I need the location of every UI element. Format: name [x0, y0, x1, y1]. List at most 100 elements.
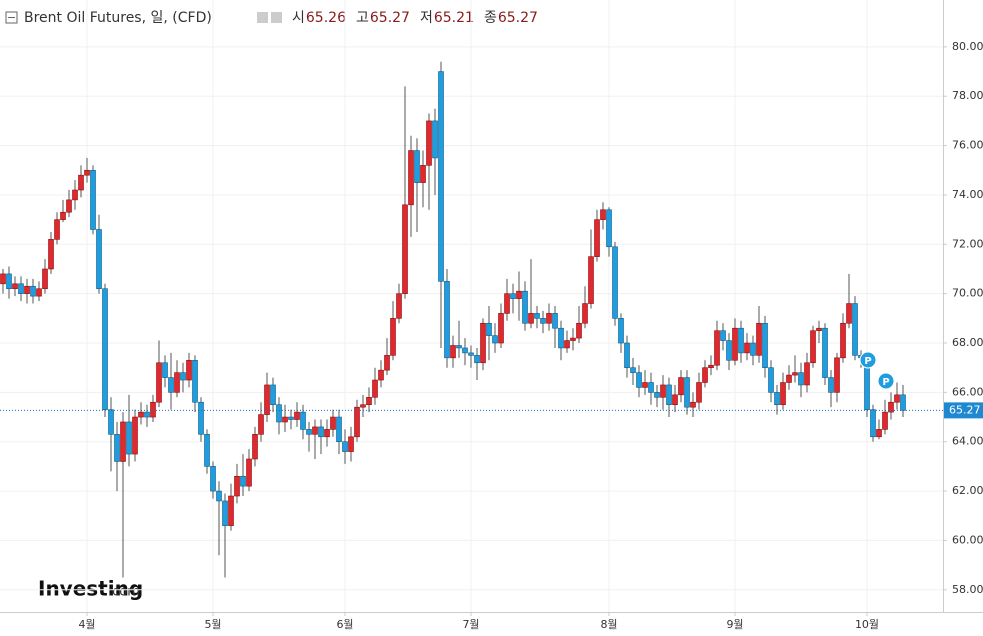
- candle-body: [420, 165, 426, 183]
- candle-body: [396, 293, 402, 319]
- candle-body: [474, 355, 480, 364]
- y-tick-label: 74.00: [952, 188, 983, 201]
- candle-body: [750, 342, 756, 356]
- y-tick-label: 66.00: [952, 385, 983, 398]
- chart-title: Brent Oil Futures, 일, (CFD): [24, 10, 212, 26]
- candle-body: [114, 434, 120, 462]
- candle-body: [762, 322, 768, 368]
- y-tick-label: 64.00: [952, 435, 983, 448]
- candle-body: [444, 281, 450, 359]
- x-tick-label: 6월: [336, 618, 353, 631]
- y-tick-label: 78.00: [952, 89, 983, 102]
- candle-body: [624, 342, 630, 368]
- candle-body: [720, 330, 726, 341]
- last-price-box: [944, 402, 983, 419]
- candle-body: [210, 466, 216, 492]
- y-tick-label: 72.00: [952, 237, 983, 250]
- candle-body: [180, 372, 186, 381]
- candle-body: [222, 500, 228, 526]
- candle-body: [768, 367, 774, 393]
- annotation-label: P: [882, 377, 889, 388]
- candle-body: [642, 382, 648, 388]
- candle-body: [186, 359, 192, 381]
- candle-body: [312, 426, 318, 435]
- candle-body: [72, 189, 78, 201]
- candle-body: [504, 293, 510, 314]
- candle-body: [168, 377, 174, 393]
- candle-body: [834, 357, 840, 393]
- header-label: 시: [292, 10, 305, 26]
- y-tick-label: 68.00: [952, 336, 983, 349]
- candle-body: [900, 394, 906, 411]
- candle-body: [648, 382, 654, 393]
- candle-body: [318, 426, 324, 438]
- candle-body: [726, 340, 732, 361]
- candle-body: [150, 401, 156, 418]
- settings-icon[interactable]: [271, 12, 282, 23]
- candle-body: [456, 345, 462, 349]
- candle-body: [240, 475, 246, 487]
- candle-body: [138, 411, 144, 418]
- candle-body: [678, 377, 684, 396]
- x-tick-label: 5월: [204, 618, 221, 631]
- x-tick-label: 8월: [600, 618, 617, 631]
- candle-body: [228, 495, 234, 526]
- candle-body: [696, 382, 702, 403]
- candle-body: [582, 303, 588, 324]
- candle-body: [780, 382, 786, 406]
- candle-body: [636, 372, 642, 388]
- y-tick-label: 60.00: [952, 533, 983, 546]
- candle-body: [384, 355, 390, 371]
- candle-body: [468, 352, 474, 356]
- candle-body: [300, 411, 306, 430]
- y-tick-label: 80.00: [952, 40, 983, 53]
- x-tick-label: 10월: [855, 618, 879, 631]
- candle-body: [744, 342, 750, 354]
- grid: [0, 0, 943, 612]
- candle-body: [714, 330, 720, 366]
- candle-body: [258, 414, 264, 435]
- candle-body: [426, 120, 432, 166]
- candle-body: [192, 359, 198, 403]
- candle-body: [54, 219, 60, 240]
- candle-body: [756, 322, 762, 356]
- candle-body: [564, 340, 570, 349]
- candle-body: [594, 219, 600, 257]
- candle-body: [798, 372, 804, 386]
- collapse-icon[interactable]: [5, 11, 18, 24]
- candle-body: [18, 283, 24, 294]
- candle-body: [324, 429, 330, 438]
- candle-body: [96, 229, 102, 290]
- candle-body: [606, 209, 612, 248]
- candle-body: [126, 421, 132, 455]
- annotation-marker: [859, 351, 877, 369]
- candle-body: [246, 458, 252, 487]
- candle-body: [48, 239, 54, 270]
- candle-body: [774, 392, 780, 406]
- settings-icon[interactable]: [257, 12, 268, 23]
- candle-body: [630, 367, 636, 373]
- candle-body: [366, 397, 372, 406]
- candle-body: [876, 429, 882, 438]
- candle-body: [156, 362, 162, 403]
- candle-body: [816, 327, 822, 331]
- header-value: 65.27: [498, 10, 538, 26]
- candle-body: [786, 374, 792, 383]
- candle-body: [294, 411, 300, 420]
- candle-body: [690, 401, 696, 408]
- candle-body: [510, 293, 516, 299]
- candle-body: [360, 404, 366, 408]
- candle-body: [204, 434, 210, 467]
- candle-body: [282, 416, 288, 423]
- candle-body: [450, 345, 456, 359]
- candle-body: [654, 392, 660, 398]
- candle-body: [234, 475, 240, 497]
- last-price-label: 65.27: [949, 403, 981, 416]
- candle-body: [42, 268, 48, 290]
- candle-body: [498, 313, 504, 344]
- x-tick-label: 4월: [78, 618, 95, 631]
- candle-body: [846, 303, 852, 324]
- candle-body: [120, 421, 126, 462]
